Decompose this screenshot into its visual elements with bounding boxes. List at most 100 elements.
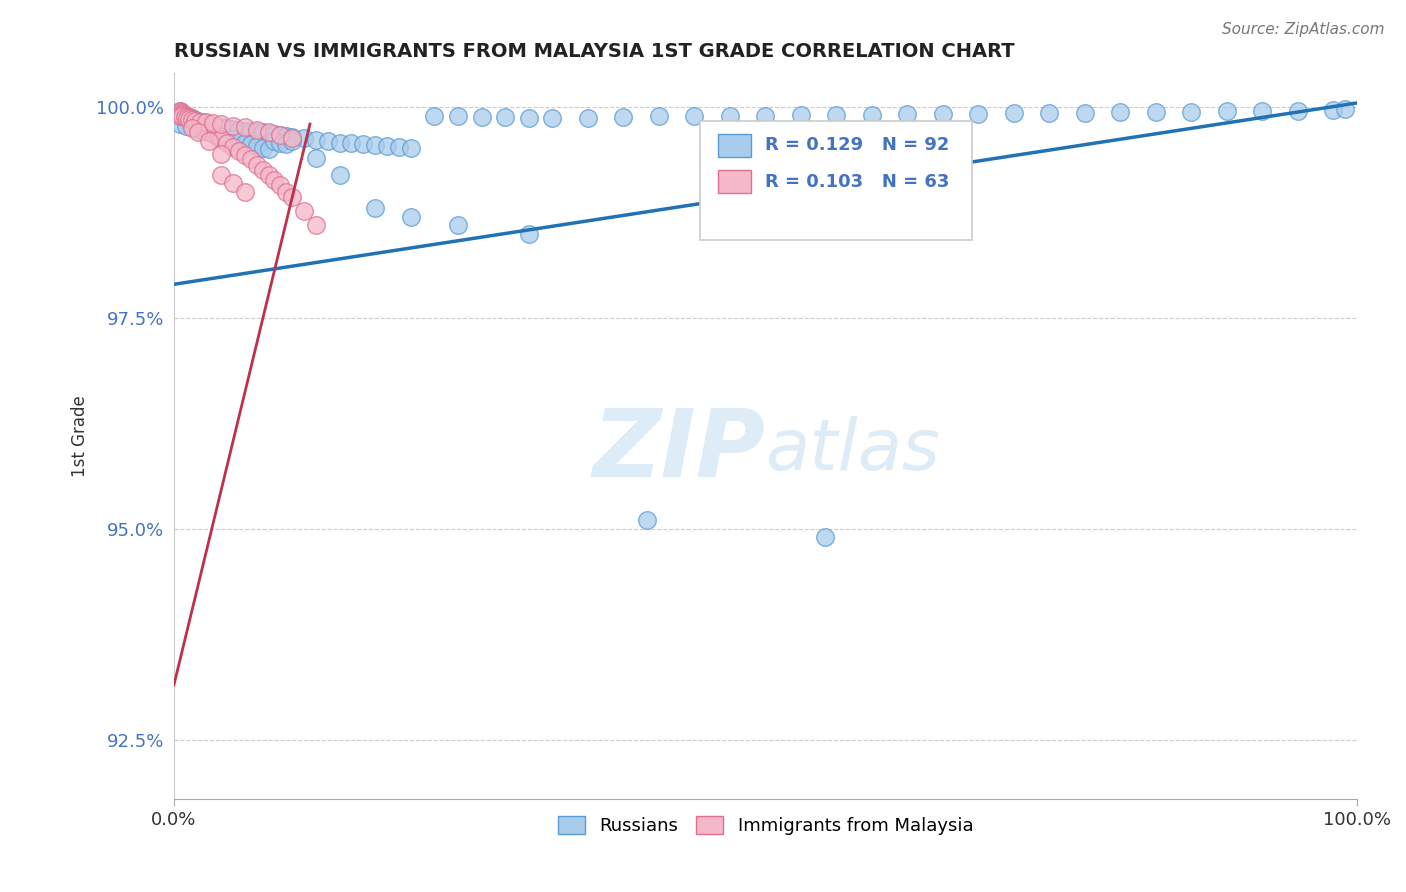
Point (187, 117, 209, 131)
Point (201, 127, 224, 141)
Point (233, 120, 256, 135)
Point (183, 113, 205, 128)
Point (813, 530, 835, 544)
Point (1251, 104, 1274, 119)
Point (172, 106, 194, 120)
Text: R = 0.103   N = 63: R = 0.103 N = 63 (765, 172, 950, 191)
Point (239, 137, 262, 152)
Point (246, 125, 269, 139)
FancyBboxPatch shape (700, 120, 973, 240)
Text: Source: ZipAtlas.com: Source: ZipAtlas.com (1222, 22, 1385, 37)
Point (228, 144, 250, 158)
Point (364, 138, 387, 153)
Point (576, 111, 599, 125)
Point (187, 122, 209, 136)
Point (169, 109, 191, 123)
Point (188, 114, 211, 128)
Point (169, 117, 191, 131)
Point (222, 122, 245, 136)
Point (217, 130, 239, 145)
Point (217, 136, 239, 150)
Point (388, 140, 411, 154)
Point (228, 123, 250, 137)
Point (399, 210, 422, 224)
Point (222, 176, 245, 190)
Point (636, 513, 658, 527)
Point (352, 137, 374, 152)
Point (305, 219, 328, 233)
Point (198, 118, 221, 132)
Point (233, 124, 256, 138)
Point (239, 153, 262, 167)
Point (190, 119, 212, 133)
Text: atlas: atlas (765, 417, 941, 485)
Point (281, 190, 304, 204)
Point (1038, 106, 1060, 120)
Point (517, 111, 540, 125)
Point (174, 119, 197, 133)
Point (180, 111, 202, 125)
Point (328, 136, 350, 150)
Point (246, 157, 269, 171)
Point (239, 124, 262, 138)
Point (172, 110, 194, 124)
Point (896, 107, 918, 121)
Point (263, 127, 285, 141)
Point (209, 120, 232, 135)
Point (683, 109, 706, 123)
Point (340, 136, 363, 151)
Point (180, 120, 202, 135)
Point (1144, 105, 1167, 120)
Point (179, 111, 201, 125)
Point (423, 109, 446, 123)
Point (170, 105, 193, 120)
Point (305, 133, 328, 147)
Text: R = 0.129   N = 92: R = 0.129 N = 92 (765, 136, 950, 154)
Point (276, 137, 298, 152)
Point (790, 108, 813, 122)
FancyBboxPatch shape (718, 169, 751, 194)
Point (228, 134, 250, 148)
Point (494, 110, 516, 124)
Point (1180, 105, 1202, 120)
Point (174, 109, 197, 123)
Point (470, 110, 492, 124)
Point (1216, 104, 1239, 119)
Point (1334, 102, 1357, 116)
Point (263, 172, 285, 186)
Text: ZIP: ZIP (592, 405, 765, 497)
Point (292, 131, 315, 145)
Y-axis label: 1st Grade: 1st Grade (72, 395, 89, 477)
Point (375, 139, 398, 153)
Point (1002, 106, 1025, 120)
Point (176, 110, 198, 124)
Point (246, 123, 269, 137)
Point (172, 107, 194, 121)
Point (718, 109, 741, 123)
Point (281, 134, 304, 148)
Point (269, 178, 291, 192)
Point (177, 110, 200, 124)
Point (269, 136, 291, 150)
Point (305, 151, 328, 165)
Point (207, 129, 229, 144)
Point (233, 148, 256, 162)
Point (180, 121, 202, 136)
Point (1109, 105, 1132, 120)
Point (281, 129, 304, 144)
Point (180, 112, 202, 126)
Point (257, 142, 280, 156)
Point (754, 109, 776, 123)
Point (176, 111, 198, 125)
Point (187, 116, 209, 130)
Point (825, 108, 848, 122)
Point (217, 121, 239, 136)
Point (198, 134, 221, 148)
Point (252, 141, 274, 155)
Point (177, 110, 200, 124)
Point (188, 118, 211, 132)
Point (612, 110, 634, 124)
Point (517, 227, 540, 241)
Point (209, 132, 232, 146)
Point (399, 141, 422, 155)
